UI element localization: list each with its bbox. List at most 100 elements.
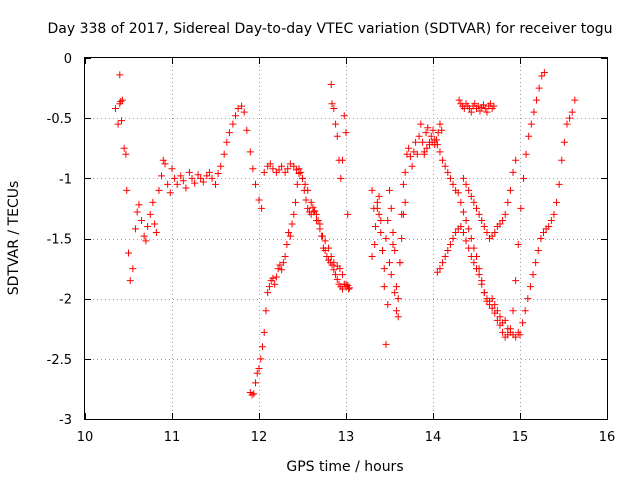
data-point-prn-c [302, 196, 310, 204]
data-point-prn-e [419, 138, 427, 146]
data-point-prn-i [455, 96, 463, 104]
data-point-prn-g [525, 132, 533, 140]
data-point-prn-a [151, 220, 159, 228]
data-point-prn-a [129, 265, 137, 273]
data-point-prn-c [279, 259, 287, 267]
data-point-prn-g [449, 180, 457, 188]
data-point-prn-a [120, 144, 128, 152]
data-point-prn-e [436, 120, 444, 128]
data-point-prn-a [301, 180, 309, 188]
data-point-prn-a [144, 222, 152, 230]
data-point-prn-e [387, 271, 395, 279]
x-axis-label: GPS time / hours [286, 459, 403, 475]
data-point-prn-c [309, 203, 317, 211]
data-point-prn-g [420, 150, 428, 158]
data-point-prn-a [197, 174, 205, 182]
data-point-prn-a [269, 165, 277, 173]
data-point-prn-j [566, 114, 574, 122]
data-point-prn-h [457, 222, 465, 230]
data-point-prn-d [337, 174, 345, 182]
data-point-prn-k [491, 228, 499, 236]
data-point-prn-f [380, 265, 388, 273]
data-point-prn-j [537, 235, 545, 242]
data-point-prn-a [260, 168, 268, 176]
data-point-prn-j [526, 283, 534, 291]
data-point-prn-k [501, 210, 509, 218]
chart-title: Day 338 of 2017, Sidereal Day-to-day VTE… [47, 21, 612, 37]
data-point-prn-h [444, 247, 452, 255]
data-point-prn-c [252, 379, 260, 387]
data-point-prn-h [467, 253, 475, 261]
data-point-prn-a [258, 204, 266, 212]
data-point-prn-k [512, 156, 520, 164]
data-point-prn-a [126, 277, 134, 285]
data-point-prn-h [465, 244, 473, 252]
data-point-prn-c [265, 283, 273, 291]
data-point-prn-f [394, 295, 402, 303]
plot-frame [84, 57, 608, 420]
data-point-prn-k [465, 186, 473, 194]
data-point-prn-e [413, 150, 421, 158]
data-point-prn-c [250, 390, 258, 398]
x-tick-label: 13 [338, 430, 355, 445]
data-point-prn-a [307, 198, 315, 206]
data-point-prn-a [155, 186, 163, 194]
data-point-prn-e [371, 241, 379, 249]
data-point-prn-a [214, 170, 222, 178]
data-point-prn-g [462, 216, 470, 224]
data-point-prn-j [534, 247, 542, 255]
data-point-prn-c [321, 247, 329, 255]
data-point-prn-a [212, 180, 219, 188]
data-point-prn-i [479, 101, 487, 109]
data-point-prn-h [488, 295, 496, 303]
data-point-prn-c [300, 186, 308, 194]
data-point-prn-a [177, 172, 185, 180]
data-point-prn-a [146, 210, 154, 218]
data-point-prn-d [327, 80, 335, 88]
data-point-prn-k [509, 168, 517, 176]
data-point-prn-c [288, 220, 296, 228]
data-point-prn-c [248, 391, 256, 399]
data-point-prn-c [271, 280, 279, 288]
data-point-prn-a [149, 198, 157, 206]
data-point-prn-e [422, 129, 430, 137]
data-point-prn-e [380, 283, 388, 291]
y-tick-label: -1 [59, 172, 72, 187]
data-point-prn-h [504, 325, 512, 333]
data-point-prn-d [330, 105, 338, 113]
x-tick-label: 15 [512, 430, 529, 445]
data-point-prn-i [467, 108, 475, 116]
data-point-prn-e [412, 138, 420, 146]
data-point-prn-b [117, 97, 125, 105]
data-point-prn-a [166, 189, 174, 197]
data-point-prn-g [439, 156, 447, 164]
data-point-prn-h [512, 333, 520, 341]
data-point-prn-d [328, 100, 336, 108]
data-point-prn-j [524, 295, 532, 303]
data-point-prn-h [446, 241, 454, 249]
data-point-prn-h [433, 268, 441, 276]
x-tick-label: 12 [251, 430, 268, 445]
data-point-prn-a [125, 249, 132, 257]
data-point-prn-a [164, 180, 172, 188]
data-point-prn-c [330, 266, 338, 274]
data-point-prn-h [462, 237, 470, 245]
data-point-prn-a [321, 237, 329, 245]
data-point-prn-c [316, 220, 324, 228]
data-point-prn-d [339, 156, 347, 164]
grid [85, 58, 607, 419]
data-point-prn-g [459, 208, 467, 216]
data-point-prn-c [304, 204, 312, 212]
data-point-prn-a [135, 201, 143, 209]
data-point-prn-g [436, 148, 444, 156]
data-point-prn-a [111, 105, 119, 113]
data-point-prn-a [278, 162, 286, 170]
data-point-prn-a [158, 172, 166, 180]
data-point-prn-j [539, 228, 547, 236]
x-tick-label: 14 [425, 430, 442, 445]
data-point-prn-e [382, 340, 390, 348]
data-point-prn-c [342, 283, 350, 291]
data-point-prn-k [483, 228, 491, 236]
data-point-prn-e [417, 120, 425, 128]
data-point-prn-c [299, 174, 306, 182]
